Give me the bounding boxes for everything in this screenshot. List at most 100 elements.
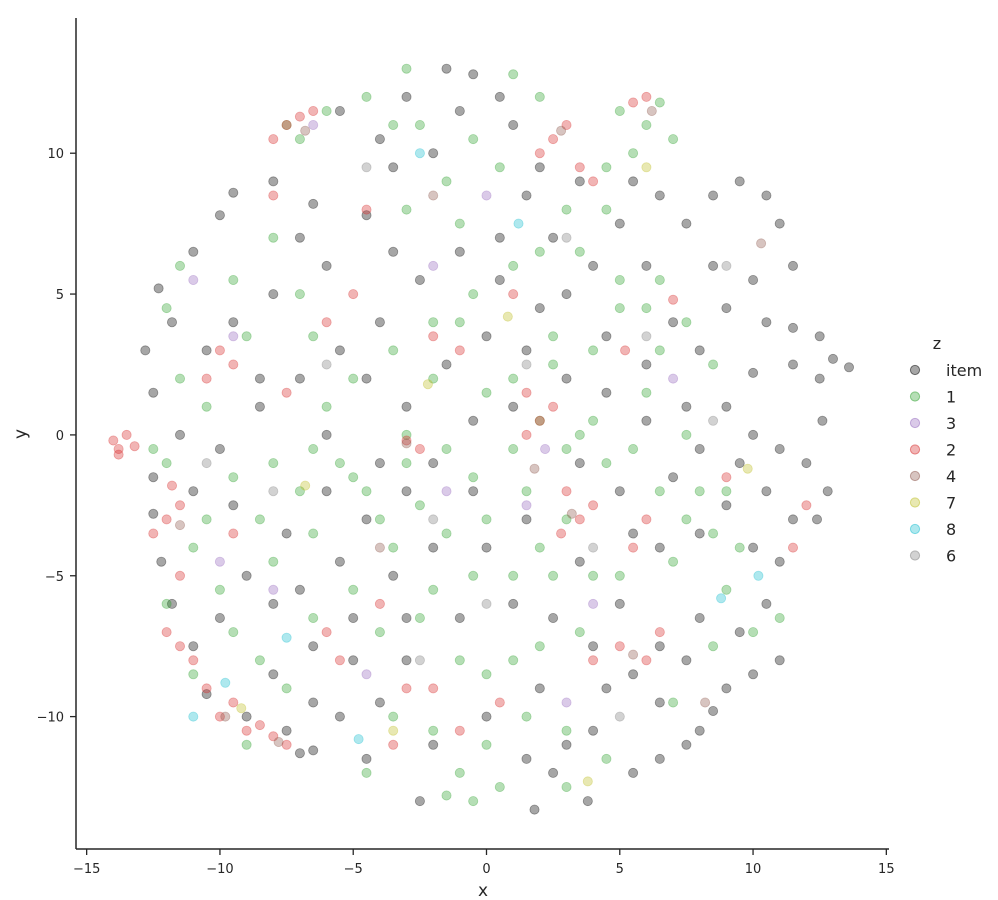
x-axis-title: x	[478, 881, 488, 900]
data-point	[814, 331, 825, 342]
data-point	[294, 373, 305, 384]
series-2	[108, 91, 812, 750]
data-point	[708, 190, 719, 201]
data-point	[641, 331, 652, 342]
data-point	[174, 500, 185, 511]
data-point	[788, 514, 799, 525]
data-point	[414, 655, 425, 666]
data-point	[228, 331, 239, 342]
data-point	[774, 655, 785, 666]
data-point	[521, 345, 532, 356]
data-point	[401, 63, 412, 74]
data-point	[188, 711, 199, 722]
data-point	[641, 655, 652, 666]
data-point	[574, 556, 585, 567]
data-point	[668, 472, 679, 483]
data-point	[654, 190, 665, 201]
data-point	[721, 401, 732, 412]
data-point	[601, 331, 612, 342]
data-point	[540, 443, 551, 454]
data-point	[844, 362, 855, 373]
data-point	[268, 176, 279, 187]
data-point	[529, 804, 540, 815]
data-point	[428, 148, 439, 159]
data-point	[694, 443, 705, 454]
data-point	[388, 345, 399, 356]
data-point	[588, 345, 599, 356]
data-point	[801, 458, 812, 469]
data-point	[614, 303, 625, 314]
data-point	[108, 435, 119, 446]
data-point	[321, 627, 332, 638]
data-point	[481, 542, 492, 553]
data-point	[828, 353, 839, 364]
data-point	[481, 711, 492, 722]
data-point	[113, 449, 124, 460]
data-point	[561, 289, 572, 300]
data-point	[308, 331, 319, 342]
data-point	[556, 125, 567, 136]
data-point	[534, 641, 545, 652]
data-point	[214, 345, 225, 356]
data-point	[534, 683, 545, 694]
data-point	[334, 711, 345, 722]
data-point	[508, 373, 519, 384]
data-point	[422, 379, 433, 390]
data-point	[281, 725, 292, 736]
data-point	[268, 134, 279, 145]
x-tick-label: −10	[206, 862, 233, 877]
data-point	[561, 204, 572, 215]
data-point	[548, 232, 559, 243]
data-point	[817, 415, 828, 426]
data-point	[468, 472, 479, 483]
data-point	[334, 556, 345, 567]
data-point	[716, 593, 727, 604]
data-point	[628, 767, 639, 778]
data-point	[281, 387, 292, 398]
data-point	[254, 514, 265, 525]
data-point	[748, 542, 759, 553]
data-point	[646, 106, 657, 117]
data-point	[236, 703, 247, 714]
data-point	[161, 598, 172, 609]
data-point	[548, 331, 559, 342]
data-point	[401, 401, 412, 412]
data-point	[228, 528, 239, 539]
data-point	[188, 486, 199, 497]
data-point	[156, 556, 167, 567]
data-point	[228, 472, 239, 483]
data-point	[220, 711, 231, 722]
data-point	[174, 520, 185, 531]
data-point	[374, 317, 385, 328]
data-point	[574, 429, 585, 440]
data-point	[153, 283, 164, 294]
data-point	[468, 796, 479, 807]
data-point	[361, 210, 372, 221]
data-point	[388, 711, 399, 722]
data-point	[534, 303, 545, 314]
data-point	[694, 528, 705, 539]
data-point	[628, 649, 639, 660]
data-point	[721, 486, 732, 497]
data-point	[428, 584, 439, 595]
legend-label-1: 1	[946, 388, 956, 407]
data-point	[300, 480, 311, 491]
data-point	[334, 106, 345, 117]
data-point	[321, 486, 332, 497]
data-point	[414, 443, 425, 454]
data-point	[548, 134, 559, 145]
data-point	[654, 97, 665, 108]
data-point	[140, 345, 151, 356]
data-point	[508, 401, 519, 412]
data-point	[721, 500, 732, 511]
data-point	[441, 359, 452, 370]
data-point	[454, 345, 465, 356]
data-point	[428, 739, 439, 750]
data-point	[361, 91, 372, 102]
data-point	[388, 246, 399, 257]
data-point	[201, 514, 212, 525]
data-point	[388, 120, 399, 131]
data-point	[148, 528, 159, 539]
data-point	[468, 570, 479, 581]
data-point	[534, 148, 545, 159]
